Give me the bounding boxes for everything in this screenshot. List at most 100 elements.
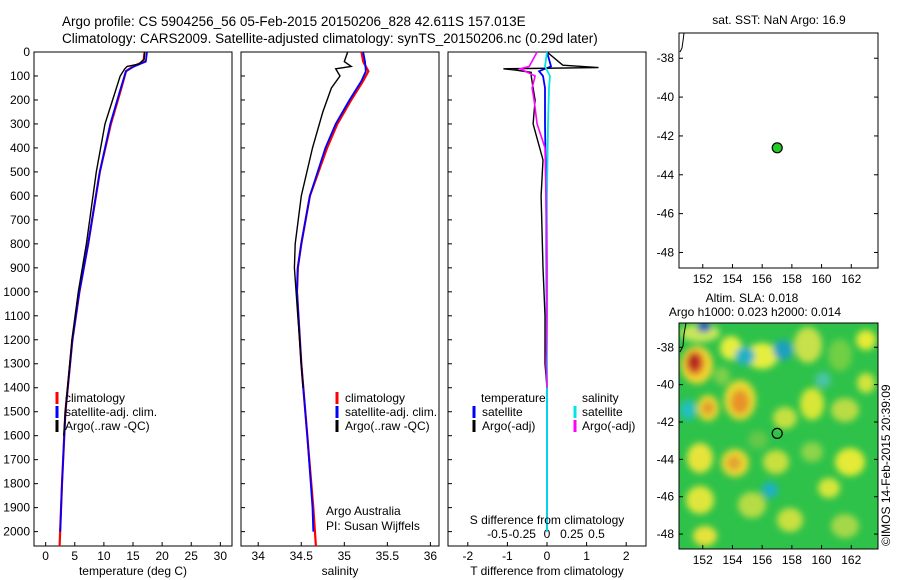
legend-climatology-label: climatology bbox=[65, 391, 125, 405]
sla-map-axes: 152 154 156 158 160 162 -38 -40 -42 -44 -46 -48 bbox=[657, 340, 878, 567]
y-tick-label: -46 bbox=[657, 207, 675, 221]
y-tick-label: 1200 bbox=[3, 333, 30, 347]
x-tick-label: 15 bbox=[126, 549, 140, 563]
x-tick-label: 35.5 bbox=[376, 549, 400, 563]
x-tick-label: 154 bbox=[722, 272, 742, 286]
y-tick-label: -40 bbox=[657, 90, 675, 104]
x-tick-label: 25 bbox=[185, 549, 199, 563]
x-tick-label: 35 bbox=[338, 549, 352, 563]
x-tick-label: 152 bbox=[693, 553, 713, 567]
argo-line bbox=[293, 51, 354, 388]
s-tick-label: 0.5 bbox=[588, 527, 605, 541]
legend-temperature-title: temperature bbox=[481, 391, 546, 405]
sla-map-title2: Argo h1000: 0.023 h2000: 0.014 bbox=[669, 305, 841, 319]
difference-plot: -2 -1 0 1 2 -0.5 -0.25 0 0.25 0.5 bbox=[448, 51, 630, 563]
climatology-line bbox=[295, 51, 370, 547]
legend-salinity-title: salinity bbox=[582, 391, 619, 405]
y-tick-label: -46 bbox=[657, 490, 675, 504]
salinity-xlabel: salinity bbox=[322, 564, 359, 578]
y-tick-label: 1400 bbox=[3, 381, 30, 395]
sla-coastline bbox=[679, 323, 687, 353]
x-tick-label: 5 bbox=[71, 549, 78, 563]
x-tick-label: 156 bbox=[752, 553, 772, 567]
y-tick-label: 200 bbox=[10, 93, 30, 107]
y-tick-label: -38 bbox=[657, 51, 675, 65]
x-tick-label: 1 bbox=[583, 549, 590, 563]
y-tick-label: -48 bbox=[657, 245, 675, 259]
temp-satellite-line bbox=[537, 51, 553, 532]
salinity-plot: 34 34.5 35 35.5 36 bbox=[241, 51, 438, 563]
legend-satellite-label: satellite-adj. clim. bbox=[65, 405, 157, 419]
y-tick-label: 1800 bbox=[3, 477, 30, 491]
x-tick-label: 30 bbox=[214, 549, 228, 563]
difference-xlabel-t: T difference from climatology bbox=[470, 564, 624, 578]
x-tick-label: 36 bbox=[424, 549, 438, 563]
y-tick-label: -42 bbox=[657, 129, 675, 143]
legend-climatology-label: climatology bbox=[345, 391, 405, 405]
s-tick-label: 0.25 bbox=[560, 527, 584, 541]
x-tick-label: 152 bbox=[693, 272, 713, 286]
sst-map-title: sat. SST: NaN Argo: 16.9 bbox=[712, 13, 846, 27]
y-tick-label: -44 bbox=[657, 452, 675, 466]
argo-line bbox=[63, 51, 146, 436]
y-tick-label: 300 bbox=[10, 117, 30, 131]
x-tick-label: 162 bbox=[841, 272, 861, 286]
x-tick-label: 10 bbox=[97, 549, 111, 563]
salinity-panel bbox=[240, 51, 440, 547]
x-tick-label: 158 bbox=[782, 272, 802, 286]
s-tick-label: 0 bbox=[544, 527, 551, 541]
x-tick-label: 156 bbox=[752, 272, 772, 286]
y-tick-label: -48 bbox=[657, 527, 675, 541]
x-tick-label: 0 bbox=[42, 549, 49, 563]
header-line2: Climatology: CARS2009. Satellite-adjuste… bbox=[62, 31, 598, 46]
y-tick-label: 2000 bbox=[3, 525, 30, 539]
profile-location-point bbox=[771, 142, 783, 154]
x-tick-label: 0 bbox=[544, 549, 551, 563]
x-tick-label: -1 bbox=[502, 549, 513, 563]
sla-map-panel bbox=[678, 322, 879, 550]
salinity-legend: climatology satellite-adj. clim. Argo(..… bbox=[326, 391, 437, 533]
y-tick-label: 1700 bbox=[3, 453, 30, 467]
difference-legend: temperature salinity satellite Argo(-adj… bbox=[472, 391, 635, 433]
y-tick-label: 800 bbox=[10, 237, 30, 251]
satellite-line bbox=[296, 51, 367, 532]
x-tick-label: 154 bbox=[722, 553, 742, 567]
difference-xlabel-s: S difference from climatology bbox=[470, 513, 625, 527]
y-tick-label: 1300 bbox=[3, 357, 30, 371]
y-tick-label: -42 bbox=[657, 415, 675, 429]
y-tick-label: 400 bbox=[10, 141, 30, 155]
x-tick-label: 20 bbox=[155, 549, 169, 563]
temperature-plot: 0100200300400500600700800900100011001200… bbox=[3, 45, 227, 563]
legend-temp-argo-label: Argo(-adj) bbox=[482, 419, 535, 433]
legend-argo-label: Argo(..raw -QC) bbox=[65, 419, 150, 433]
legend-satellite-label: satellite-adj. clim. bbox=[345, 405, 437, 419]
legend-sal-argo-label: Argo(-adj) bbox=[582, 419, 635, 433]
copyright-stamp: ©IMOS 14-Feb-2015 20:39:09 bbox=[879, 384, 893, 546]
temperature-legend: climatology satellite-adj. clim. Argo(..… bbox=[55, 391, 157, 433]
y-tick-label: 100 bbox=[10, 69, 30, 83]
temp-argo-line bbox=[503, 51, 599, 388]
sla-map-title1: Altim. SLA: 0.018 bbox=[706, 291, 799, 305]
legend-sal-satellite-label: satellite bbox=[582, 405, 623, 419]
temperature-panel bbox=[33, 51, 233, 547]
sla-heatmap bbox=[679, 323, 878, 549]
y-tick-label: 1500 bbox=[3, 405, 30, 419]
x-tick-label: 34 bbox=[252, 549, 266, 563]
x-tick-label: 158 bbox=[782, 553, 802, 567]
annotation-pi: PI: Susan Wijffels bbox=[326, 519, 420, 533]
y-tick-label: -40 bbox=[657, 378, 675, 392]
y-tick-label: 900 bbox=[10, 261, 30, 275]
y-tick-label: -44 bbox=[657, 168, 675, 182]
header-line1: Argo profile: CS 5904256_56 05-Feb-2015 … bbox=[62, 14, 526, 29]
satellite-line bbox=[59, 51, 148, 532]
y-tick-label: 1000 bbox=[3, 285, 30, 299]
climatology-line bbox=[58, 51, 146, 547]
y-tick-label: 0 bbox=[23, 45, 30, 59]
y-tick-label: 500 bbox=[10, 165, 30, 179]
profile-location-point bbox=[771, 427, 783, 440]
x-tick-label: 2 bbox=[623, 549, 630, 563]
sal-argo-line bbox=[518, 51, 548, 388]
s-tick-label: -0.25 bbox=[509, 527, 537, 541]
sst-coastline bbox=[679, 32, 685, 53]
